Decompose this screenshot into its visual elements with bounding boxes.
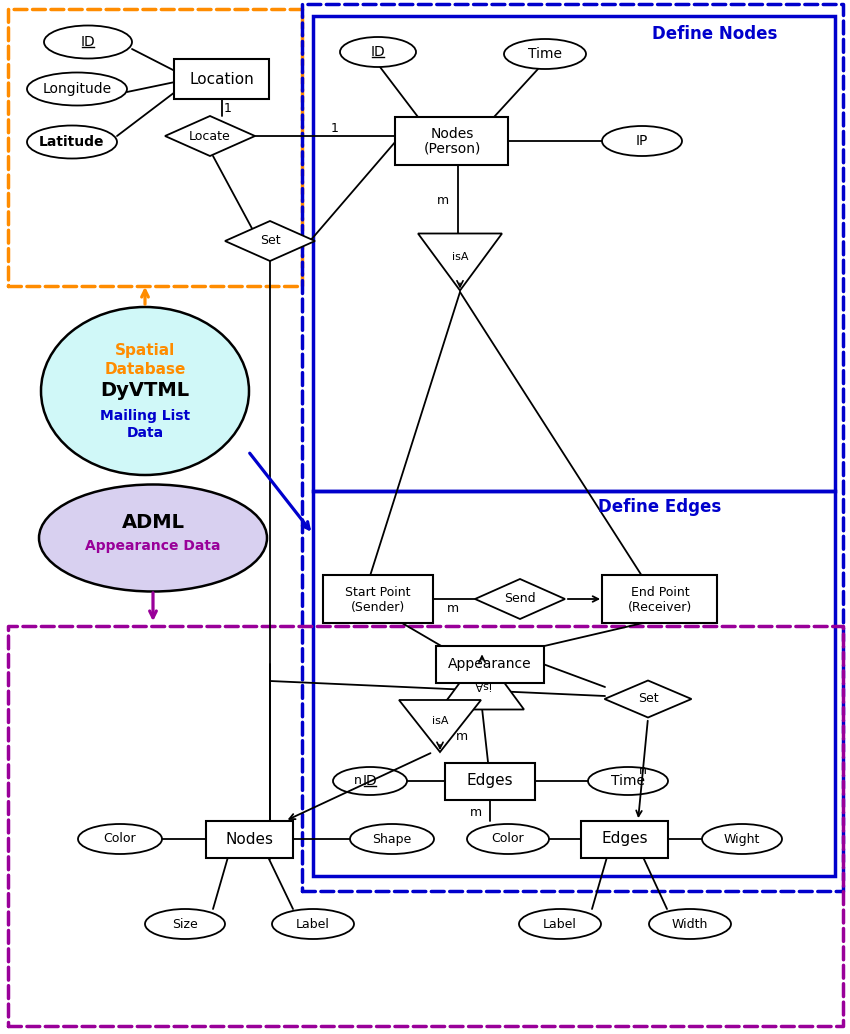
Ellipse shape [340,37,416,67]
Bar [323,575,433,624]
Text: Color: Color [491,832,524,846]
Text: ID: ID [371,45,385,59]
Bar [174,59,269,99]
Text: Mailing List: Mailing List [100,409,190,423]
Text: Set: Set [260,235,281,247]
Ellipse shape [519,909,601,939]
Text: Shape: Shape [372,832,411,846]
Text: (Receiver): (Receiver) [628,601,692,613]
Text: Time: Time [611,774,645,788]
Text: (Sender): (Sender) [351,601,405,613]
Ellipse shape [350,824,434,854]
Text: m: m [470,805,482,819]
Text: Define Edges: Define Edges [598,498,722,516]
Text: 1: 1 [331,122,339,135]
Ellipse shape [27,72,127,105]
Polygon shape [604,680,692,718]
Text: Data: Data [127,426,163,440]
Text: Appearance: Appearance [448,657,532,671]
Text: m: m [447,603,459,615]
Bar [207,821,293,857]
Ellipse shape [702,824,782,854]
Text: Longitude: Longitude [42,82,111,96]
Text: Database: Database [105,362,185,376]
Text: Spatial: Spatial [115,342,175,358]
Text: m: m [456,730,468,742]
Ellipse shape [333,767,407,795]
Bar [445,762,535,799]
Text: Locate: Locate [189,129,231,143]
Bar [581,821,668,857]
Text: Set: Set [638,693,658,705]
Bar [313,491,835,876]
Text: DyVTML: DyVTML [100,382,190,400]
Text: (Person): (Person) [423,142,481,156]
Bar [395,117,508,165]
Ellipse shape [44,26,132,59]
Polygon shape [475,579,565,619]
Text: ADML: ADML [122,514,184,533]
Polygon shape [440,652,524,709]
Text: Width: Width [672,917,708,931]
Text: IP: IP [636,134,649,148]
Text: isA: isA [432,716,448,726]
Text: 1: 1 [224,101,232,115]
Text: n: n [639,764,647,778]
Polygon shape [418,234,502,291]
Text: Start Point: Start Point [345,585,411,599]
Text: Wight: Wight [724,832,760,846]
Text: Location: Location [190,71,254,87]
Bar [436,645,544,682]
Text: Label: Label [543,917,577,931]
Text: Send: Send [504,592,536,606]
Text: Nodes: Nodes [226,831,274,847]
Text: End Point: End Point [631,585,689,599]
Ellipse shape [39,485,267,591]
Text: Edges: Edges [467,773,513,789]
Ellipse shape [467,824,549,854]
Text: Define Nodes: Define Nodes [652,25,778,43]
Text: Latitude: Latitude [39,135,105,149]
Text: Color: Color [104,832,136,846]
Text: Nodes: Nodes [430,127,473,141]
Text: ID: ID [81,35,95,49]
Text: isA: isA [473,680,490,690]
Ellipse shape [504,39,586,69]
Ellipse shape [272,909,354,939]
Ellipse shape [649,909,731,939]
Text: Time: Time [528,47,562,61]
Text: ID: ID [363,774,377,788]
Text: n: n [354,774,362,788]
Ellipse shape [27,125,117,158]
Ellipse shape [588,767,668,795]
Ellipse shape [602,126,682,156]
Ellipse shape [41,307,249,475]
Ellipse shape [78,824,162,854]
Text: Edges: Edges [602,831,649,847]
Text: Label: Label [296,917,330,931]
Text: isA: isA [451,252,468,262]
Ellipse shape [145,909,225,939]
Text: m: m [437,194,449,208]
Polygon shape [165,116,255,156]
Text: Appearance Data: Appearance Data [85,539,221,553]
Polygon shape [399,700,481,752]
Text: Size: Size [172,917,198,931]
Bar [603,575,717,624]
Polygon shape [225,221,315,261]
Bar [313,16,835,491]
